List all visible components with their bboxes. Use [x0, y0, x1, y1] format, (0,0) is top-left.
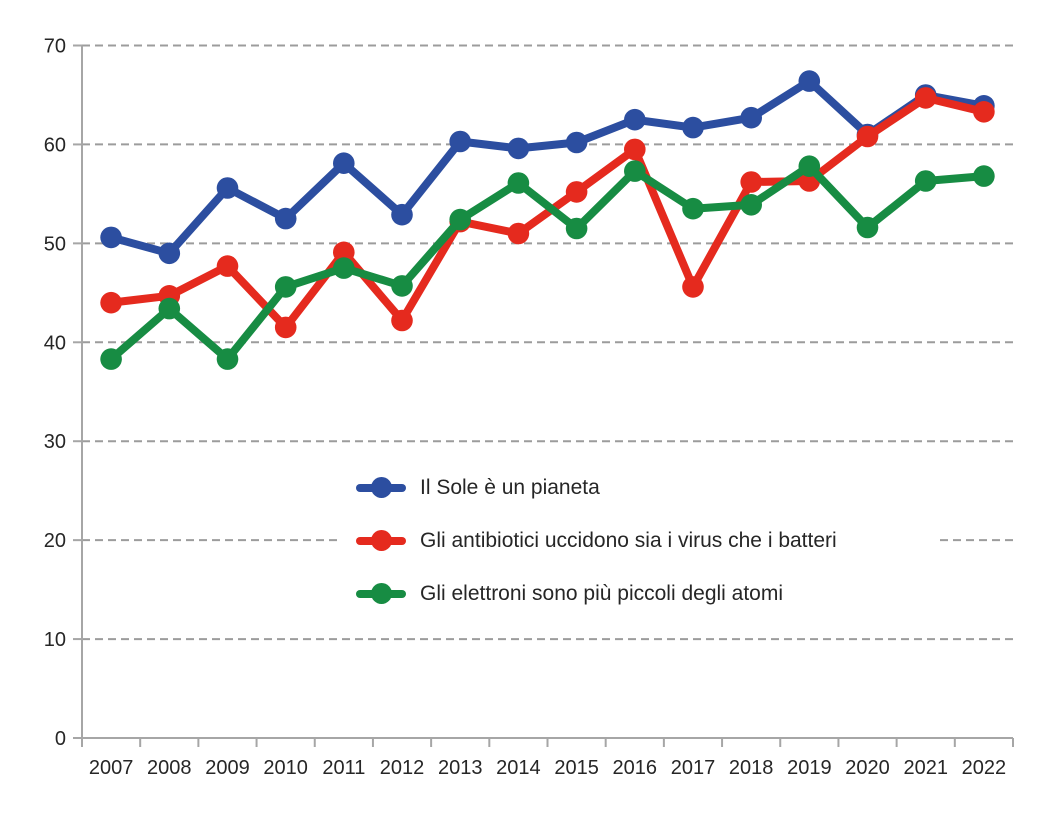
x-tick-label: 2013: [438, 757, 483, 779]
x-tick-label: 2022: [962, 757, 1007, 779]
legend-item-elettroni: Gli elettroni sono più piccoli degli ato…: [338, 567, 938, 620]
x-tick-label: 2007: [89, 757, 134, 779]
axes: [73, 44, 1014, 747]
y-tick-label: 20: [44, 530, 66, 552]
series-1: [100, 87, 995, 339]
x-tick-label: 2021: [903, 757, 948, 779]
x-tick-label: 2010: [263, 757, 308, 779]
x-tick-label: 2011: [322, 757, 365, 779]
y-axis-labels: 0 10 20 30 40 50 60 70: [44, 36, 66, 751]
y-tick-label: 60: [44, 134, 66, 156]
x-axis-labels: 2007 2008 2009 2010 2011 2012 2013 2014 2015 2016…: [89, 757, 1006, 779]
legend-item-sole-pianeta: Il Sole è un pianeta: [338, 461, 938, 514]
legend-label-sole-pianeta: Il Sole è un pianeta: [420, 475, 600, 499]
legend-key-dot: [370, 530, 392, 551]
legend-label-elettroni: Gli elettroni sono più piccoli degli ato…: [420, 581, 784, 605]
y-tick-label: 40: [44, 332, 66, 354]
x-tick-label: 2018: [729, 757, 774, 779]
y-tick-label: 70: [44, 36, 66, 58]
series-2: [100, 155, 995, 370]
x-tick-label: 2009: [205, 757, 250, 779]
x-tick-label: 2008: [147, 757, 192, 779]
legend-key-dot: [370, 477, 392, 498]
y-tick-label: 50: [44, 233, 66, 255]
x-tick-label: 2017: [671, 757, 716, 779]
x-tick-label: 2020: [845, 757, 890, 779]
x-tick-label: 2016: [613, 757, 658, 779]
legend-line-marker-green-icon: [356, 583, 406, 604]
x-tick-label: 2015: [554, 757, 599, 779]
chart-legend: Il Sole è un pianeta Gli antibiotici ucc…: [338, 455, 938, 628]
x-tick-label: 2012: [380, 757, 425, 779]
y-tick-label: 30: [44, 431, 66, 453]
y-tick-label: 10: [44, 629, 66, 651]
legend-key-dot: [370, 583, 392, 604]
x-tick-label: 2014: [496, 757, 541, 779]
x-tick-label: 2019: [787, 757, 832, 779]
legend-line-marker-red-icon: [356, 530, 406, 551]
legend-item-antibiotici: Gli antibiotici uccidono sia i virus che…: [338, 514, 938, 567]
y-tick-label: 0: [55, 728, 66, 750]
legend-line-marker-blue-icon: [356, 477, 406, 498]
legend-label-antibiotici: Gli antibiotici uccidono sia i virus che…: [420, 528, 837, 552]
